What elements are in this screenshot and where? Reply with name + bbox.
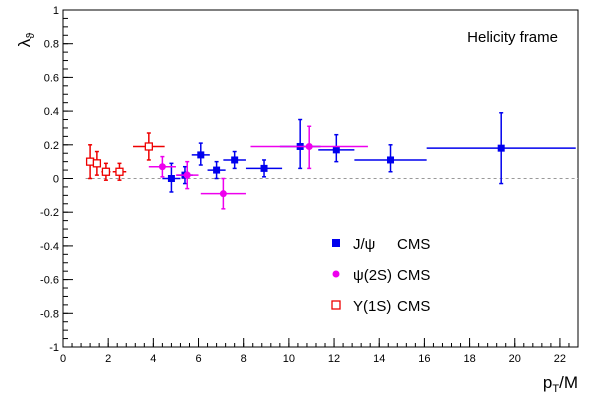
x-axis-title-main: p — [543, 373, 552, 392]
marker-open-square — [85, 157, 95, 166]
x-tick-label: 4 — [150, 353, 156, 365]
marker-open-square — [115, 167, 124, 176]
x-tick-label: 8 — [241, 353, 247, 365]
x-tick-label: 6 — [195, 353, 201, 365]
data-series — [85, 112, 576, 210]
series-3 — [85, 132, 165, 181]
y-tick-label: 0.8 — [44, 39, 59, 51]
marker-circle — [219, 190, 227, 198]
y-tick-label: -0.8 — [40, 308, 59, 320]
marker-square — [387, 156, 395, 164]
y-axis-title-main: λ — [15, 38, 34, 47]
data-point — [92, 150, 102, 176]
data-point — [207, 160, 226, 180]
data-point — [148, 155, 176, 178]
series-2 — [148, 125, 368, 210]
annotation-label: Helicity frame — [467, 29, 558, 46]
legend-entry: ψ(2S) CMS — [332, 267, 430, 284]
legend-marker — [332, 239, 340, 247]
y-tick-label: 0 — [53, 174, 59, 186]
y-tick-label: -0.2 — [40, 207, 59, 219]
marker-open-square — [92, 159, 102, 168]
x-tick-label: 20 — [509, 353, 521, 365]
y-tick-label: 0.6 — [44, 72, 59, 84]
data-point — [175, 160, 199, 190]
y-tick-label: 0.2 — [44, 140, 59, 152]
marker-open-square — [101, 167, 111, 176]
legend-entry: Υ(1S) CMS — [331, 298, 430, 315]
x-tick-label: 14 — [373, 353, 385, 365]
marker-square — [260, 164, 268, 172]
y-tick-label: -1 — [49, 342, 59, 354]
y-tick-label: 0.4 — [44, 106, 59, 118]
legend-marker — [332, 270, 340, 278]
marker-square — [497, 144, 505, 152]
y-tick-label: -0.6 — [40, 275, 59, 287]
data-point — [318, 133, 355, 163]
x-tick-label: 2 — [105, 353, 111, 365]
data-point — [112, 162, 127, 181]
data-point — [133, 132, 165, 161]
marker-square — [167, 175, 175, 182]
marker-circle — [183, 171, 191, 179]
data-point — [426, 112, 576, 185]
x-axis-title-sub: T — [552, 383, 559, 395]
marker-square — [332, 146, 340, 154]
x-tick-label: 16 — [418, 353, 430, 365]
legend: J/ψ CMS ψ(2S) CMS Υ(1S) CMS — [331, 236, 430, 315]
y-axis-title: λϑ — [15, 33, 37, 48]
data-point — [245, 159, 283, 178]
axis-ticks: 0 2 4 6 8 10 12 14 16 18 20 22 -1 -0.8 -0.6 -0.4 -0.2 0 0.… — [40, 5, 579, 365]
data-point — [85, 144, 95, 180]
data-point — [162, 162, 181, 193]
marker-square — [231, 156, 239, 164]
legend-entry: J/ψ CMS — [332, 236, 430, 253]
data-point — [250, 125, 368, 170]
data-point — [223, 150, 246, 170]
marker-circle — [305, 142, 313, 150]
x-tick-label: 0 — [60, 353, 66, 365]
data-point — [191, 142, 210, 166]
legend-tag: CMS — [397, 236, 430, 253]
legend-label: J/ψ — [353, 236, 375, 253]
x-axis-title: pT/M — [543, 373, 578, 395]
x-tick-label: 12 — [328, 353, 340, 365]
data-point — [101, 162, 111, 181]
data-point — [200, 177, 246, 210]
legend-label: ψ(2S) — [353, 267, 392, 284]
data-point — [354, 144, 427, 173]
y-axis-title-sub: ϑ — [25, 33, 37, 39]
y-tick-label: 1 — [53, 5, 59, 17]
x-tick-label: 10 — [283, 353, 295, 365]
x-axis-title-tail: /M — [559, 373, 578, 392]
marker-square — [213, 166, 221, 174]
y-tick-label: -0.4 — [40, 241, 59, 253]
marker-square — [197, 151, 205, 159]
marker-open-square — [144, 142, 153, 151]
x-tick-label: 22 — [554, 353, 566, 365]
legend-tag: CMS — [397, 267, 430, 284]
legend-marker — [331, 300, 341, 310]
legend-label: Υ(1S) — [353, 298, 391, 315]
x-tick-label: 18 — [463, 353, 475, 365]
legend-tag: CMS — [397, 298, 430, 315]
marker-circle — [158, 163, 166, 171]
